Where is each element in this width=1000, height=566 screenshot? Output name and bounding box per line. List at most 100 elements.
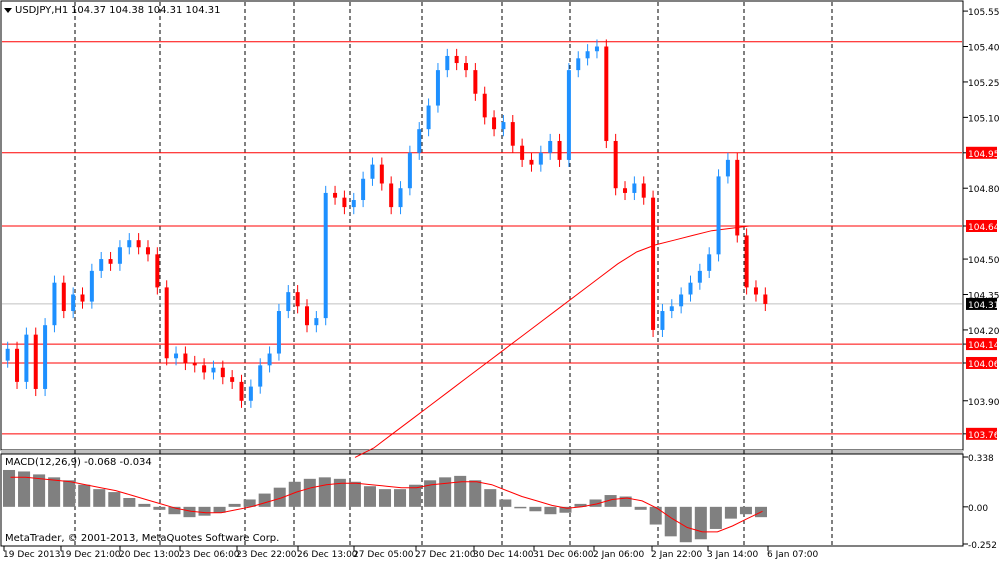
candle-bull: [370, 164, 375, 179]
candle-bear: [80, 294, 85, 302]
candle-bull: [576, 58, 581, 71]
candle-bear: [333, 192, 338, 198]
time-tick-label: 27 Dec 05:00: [353, 550, 414, 560]
candle-bear: [15, 348, 20, 382]
candle-bear: [744, 235, 749, 288]
macd-histogram-bar: [499, 499, 512, 507]
candle-bull: [725, 159, 730, 177]
candle-bear: [239, 381, 244, 401]
candle-bull: [585, 51, 590, 59]
candle-bull: [351, 200, 356, 208]
candle-bull: [258, 365, 263, 387]
price-level-badge: [966, 427, 997, 440]
candle-bear: [454, 55, 459, 64]
candle-bull: [24, 334, 29, 382]
time-tick-label: 3 Jan 14:00: [707, 550, 759, 560]
price-level-label: 104.06: [968, 360, 1000, 370]
candle-bull: [716, 176, 721, 255]
macd-label: MACD(12,26,9) -0.068 -0.034: [5, 457, 152, 468]
macd-histogram-bar: [48, 477, 61, 507]
candle-bull: [276, 311, 281, 354]
candle-bull: [211, 367, 216, 373]
price-level-badge: [966, 146, 997, 159]
time-tick-label: 23 Dec 22:00: [236, 550, 297, 560]
ohlc-label: 104.37 104.38 104.31 104.31: [71, 5, 221, 16]
macd-histogram-bar: [213, 506, 226, 513]
candle-bear: [473, 70, 478, 94]
macd-histogram-bar: [93, 489, 106, 507]
macd-histogram-bar: [108, 492, 121, 507]
candle-bear: [202, 365, 207, 373]
candle-bull: [501, 122, 506, 130]
candle-bull: [660, 311, 665, 330]
candle-bear: [604, 46, 609, 141]
macd-histogram-bar: [679, 506, 692, 543]
macd-histogram-bar: [183, 506, 196, 518]
time-tick-label: 2 Jan 06:00: [593, 550, 645, 560]
candle-bear: [230, 377, 235, 382]
candle-bull: [548, 140, 553, 153]
macd-signal-line: [10, 476, 763, 533]
time-tick-label: 23 Dec 06:00: [179, 550, 240, 560]
macd-histogram-bar: [649, 506, 662, 525]
candle-bear: [136, 240, 141, 248]
candle-bull: [267, 353, 272, 366]
current-price-badge: [966, 297, 997, 310]
price-tick-label: 105.55: [968, 8, 1000, 18]
candle-bull: [174, 353, 179, 359]
macd-histogram-bar: [664, 506, 677, 537]
price-tick-label: 104.50: [968, 256, 1000, 266]
price-level-badge: [966, 356, 997, 369]
panel-separator[interactable]: [1, 450, 963, 454]
macd-histogram-bar: [469, 480, 482, 507]
candle-bull: [286, 292, 291, 312]
candle-bull: [426, 105, 431, 130]
macd-histogram-bar: [243, 499, 256, 507]
candle-bear: [379, 164, 384, 184]
candle-bear: [492, 117, 497, 130]
candle-bear: [510, 122, 515, 146]
macd-histogram-bar: [378, 489, 392, 507]
candle-bear: [557, 140, 562, 160]
macd-histogram-bar: [559, 506, 572, 513]
macd-histogram-bar: [303, 478, 316, 507]
candle-bull: [688, 282, 693, 295]
macd-histogram-bar: [454, 475, 467, 507]
candle-bear: [164, 287, 169, 359]
moving-average: [354, 225, 768, 458]
candle-bear: [342, 197, 347, 208]
macd-histogram-bar: [138, 503, 151, 507]
price-tick-label: 105.40: [968, 44, 1000, 54]
candle-bear: [183, 353, 188, 363]
triangle-down-icon[interactable]: [4, 8, 12, 13]
candle-bear: [753, 287, 758, 295]
macd-histogram-bar: [63, 480, 76, 507]
macd-histogram-bar: [484, 489, 497, 507]
price-level-label: 104.64: [968, 223, 1000, 233]
candle-bear: [389, 183, 394, 208]
candle-bear: [623, 188, 628, 193]
candle-bull: [707, 254, 712, 271]
candle-bear: [295, 292, 300, 307]
candle-bull: [407, 152, 412, 189]
macd-tick-label: 0.00: [968, 504, 988, 514]
macd-histogram-bar: [228, 503, 241, 507]
candle-bull: [435, 70, 440, 106]
macd-histogram-bar: [544, 506, 557, 515]
macd-histogram-bar: [168, 506, 181, 515]
time-tick-label: 31 Dec 06:00: [533, 550, 594, 560]
macd-histogram-bar: [514, 506, 527, 509]
time-tick-label: 26 Dec 13:00: [297, 550, 358, 560]
time-tick-label: 19 Dec 2013: [3, 550, 61, 560]
price-tick-label: 104.20: [968, 327, 1000, 337]
candle-bull: [632, 183, 637, 193]
macd-histogram-bar: [288, 481, 301, 507]
time-tick-label: 30 Dec 14:00: [473, 550, 534, 560]
candle-bear: [192, 362, 197, 366]
candle-bull: [5, 348, 10, 361]
price-level-badge: [966, 220, 997, 232]
time-tick-label: 19 Dec 21:00: [60, 550, 121, 560]
